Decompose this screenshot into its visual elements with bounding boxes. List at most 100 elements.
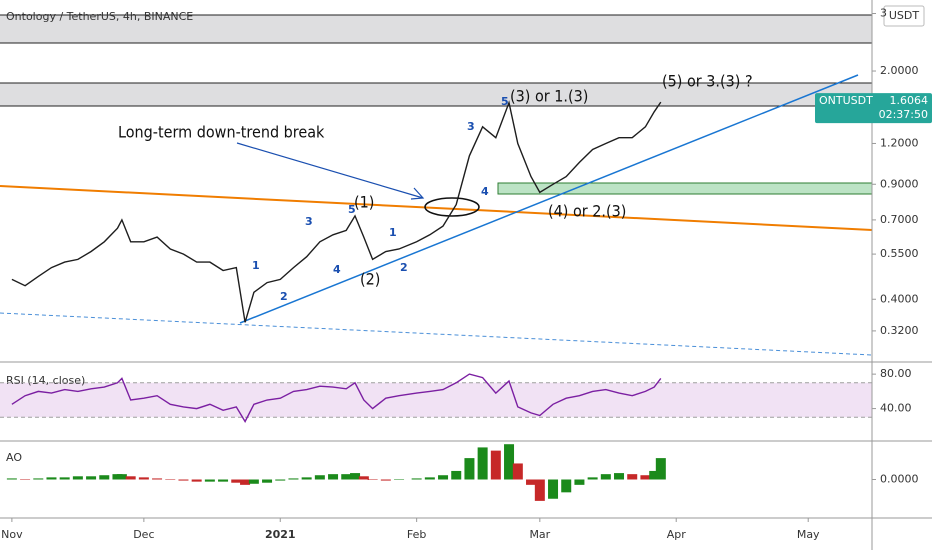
x-tick-label: Feb (407, 528, 426, 541)
wave-label: 5 (348, 203, 356, 216)
currency-box (883, 5, 925, 27)
ao-bar (218, 479, 229, 482)
y-tick-label: 0.3200 (880, 324, 919, 337)
annotation: (3) or 1.(3) (510, 87, 588, 106)
annotation: (2) (360, 270, 380, 289)
ao-bar (614, 473, 625, 480)
series-line (11, 100, 662, 323)
x-tick-label: Dec (133, 528, 154, 541)
price-tag (815, 93, 932, 124)
ao-bar (20, 479, 31, 480)
price-tag-symbol: ONTUSDT (819, 94, 873, 107)
y-tick-label: 0.7000 (880, 213, 919, 226)
y-tick-label: 3 (880, 7, 887, 20)
y-tick-label: 0.5500 (880, 247, 919, 260)
ao-bar (526, 479, 537, 485)
ao-bar (46, 477, 57, 480)
ao-bar (534, 479, 545, 501)
ao-bar (6, 478, 17, 480)
ao-bar (165, 479, 176, 480)
y-tick-label: 40.00 (880, 402, 912, 415)
ao-bar (411, 478, 422, 480)
ao-bar (438, 475, 449, 480)
wave-label: 2 (280, 290, 288, 303)
ao-bar (288, 478, 299, 480)
ao-bar (240, 479, 251, 485)
ao-bar (649, 470, 660, 480)
wave-label: 4 (333, 263, 341, 276)
ao-bar (394, 479, 405, 480)
ao-bar (600, 474, 611, 480)
series-line (11, 373, 662, 423)
wave-label: 5 (501, 95, 509, 108)
breakout-circle (424, 197, 480, 217)
wave-label: 3 (467, 120, 475, 133)
resistance-zone (0, 15, 872, 43)
x-tick-label: Apr (667, 528, 687, 541)
ao-bar (99, 475, 110, 480)
ao-bar (627, 474, 638, 480)
ao-bar (328, 474, 339, 480)
arrow-head (410, 187, 425, 200)
y-tick-label: 1.2000 (880, 136, 919, 149)
ao-bar (59, 477, 70, 480)
ao-bar (574, 479, 585, 485)
ao-bar (262, 479, 273, 483)
chart-title: Ontology / TetherUS, 4h, BINANCE (6, 10, 193, 23)
ao-bar (350, 473, 361, 480)
wave-label: 1 (389, 226, 397, 239)
rsi-band-fill (0, 382, 872, 418)
currency: USDT (889, 9, 920, 22)
ao-bar (424, 477, 435, 480)
annotation: (1) (354, 193, 374, 212)
ao-bar (512, 463, 523, 480)
downtrend-line (0, 185, 873, 231)
ao-bar (477, 447, 488, 480)
countdown: 02:37:50 (879, 108, 928, 121)
y-tick-label: 80.00 (880, 367, 912, 380)
ao-bar (178, 479, 189, 481)
ao-bar (125, 476, 136, 480)
y-tick-label: 2.0000 (880, 64, 919, 77)
rsi-title: RSI (14, close) (6, 374, 85, 387)
x-tick-label: Nov (1, 528, 23, 541)
x-tick-label: Mar (529, 528, 550, 541)
ao-bar (367, 479, 378, 480)
ao-bar (464, 458, 475, 480)
ao-bar (204, 479, 215, 482)
dashed-trendline (0, 312, 873, 356)
ao-bar (231, 479, 242, 483)
ao-bar (72, 476, 83, 480)
wave-label: 4 (481, 185, 489, 198)
ao-bar (191, 479, 202, 482)
ao-bar (451, 470, 462, 480)
ao-bar (116, 474, 127, 480)
wave-label: 1 (252, 259, 260, 272)
ao-bar (138, 477, 149, 480)
ao-bar (548, 479, 559, 499)
ao-title: AO (6, 451, 22, 464)
ao-bar (640, 475, 651, 480)
annotation: (5) or 3.(3) ? (662, 72, 753, 91)
ao-bar (587, 477, 598, 480)
ao-bar (301, 477, 312, 480)
annotation: (4) or 2.(3) (548, 202, 626, 221)
wave-label: 3 (305, 215, 313, 228)
ao-bar (341, 474, 352, 480)
ao-bar (490, 450, 501, 480)
ao-bar (380, 479, 391, 481)
ao-bar (33, 478, 44, 480)
annotation: Long-term down-trend break (118, 123, 325, 142)
wave-label: 2 (400, 261, 408, 274)
ao-bar (561, 479, 572, 493)
support-zone (497, 182, 873, 195)
ao-bar (358, 476, 369, 480)
ao-bar (248, 479, 259, 484)
arrow (236, 142, 424, 199)
resistance-zone (0, 83, 872, 106)
ao-bar (275, 479, 286, 481)
ao-bar (314, 475, 325, 480)
uptrend-line (239, 74, 859, 324)
x-tick-label: May (797, 528, 820, 541)
